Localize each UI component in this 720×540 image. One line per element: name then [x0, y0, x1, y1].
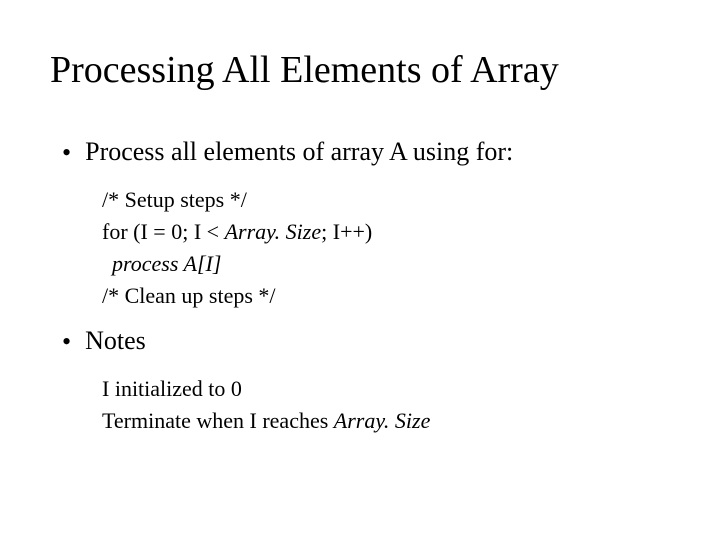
- bullet-item: • Process all elements of array A using …: [62, 137, 670, 168]
- bullet-text: Notes: [85, 326, 146, 356]
- slide-title: Processing All Elements of Array: [50, 48, 670, 92]
- code-line: process A[I]: [102, 248, 670, 280]
- note-line: I initialized to 0: [102, 373, 670, 405]
- sub-block: /* Setup steps */ for (I = 0; I < Array.…: [102, 184, 670, 312]
- bullet-dot: •: [62, 326, 71, 357]
- sub-block: I initialized to 0 Terminate when I reac…: [102, 373, 670, 437]
- code-line: for (I = 0; I < Array. Size; I++): [102, 216, 670, 248]
- note-line: Terminate when I reaches Array. Size: [102, 405, 670, 437]
- bullet-dot: •: [62, 137, 71, 168]
- code-line: /* Clean up steps */: [102, 280, 670, 312]
- code-line: /* Setup steps */: [102, 184, 670, 216]
- bullet-item: • Notes: [62, 326, 670, 357]
- bullet-text: Process all elements of array A using fo…: [85, 137, 513, 167]
